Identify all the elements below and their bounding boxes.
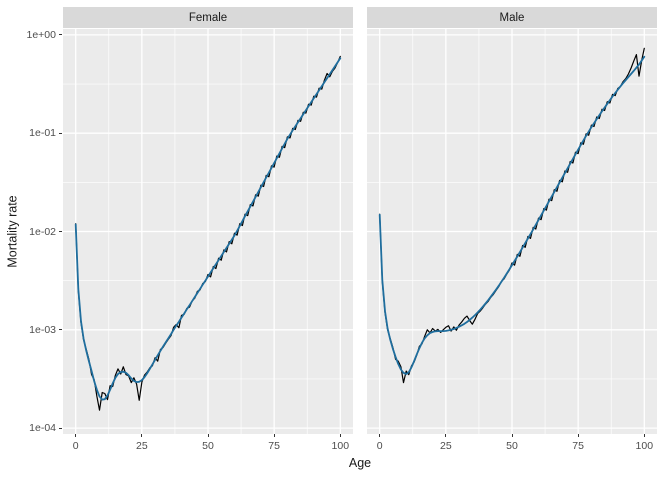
x-axis-title: Age — [348, 456, 372, 470]
y-tick-label: 1e+00 — [26, 28, 57, 41]
x-tick-mark — [379, 434, 381, 437]
x-tick-label: 75 — [572, 440, 584, 452]
y-tick-label: 1e-04 — [29, 422, 56, 435]
y-tick-mark — [59, 329, 62, 331]
x-tick-label: 25 — [136, 440, 148, 452]
facet-strip-male: Male — [367, 7, 657, 28]
x-tick-mark — [339, 434, 341, 437]
x-tick-label: 0 — [376, 440, 383, 452]
y-tick-label: 1e-02 — [29, 225, 56, 238]
x-tick-label: 100 — [331, 440, 350, 452]
panel-canvas-female — [63, 29, 353, 434]
x-tick-mark — [207, 434, 209, 437]
x-tick-mark — [643, 434, 645, 437]
facet-strip-female: Female — [63, 7, 353, 28]
x-tick-mark — [445, 434, 447, 437]
x-tick-label: 100 — [635, 440, 654, 452]
y-tick-mark — [59, 427, 62, 429]
y-tick-mark — [59, 231, 62, 232]
x-tick-label: 75 — [268, 440, 280, 452]
x-tick-mark — [577, 434, 579, 437]
plot-panel-male — [367, 29, 657, 434]
x-tick-mark — [511, 434, 513, 437]
x-tick-label: 0 — [72, 440, 79, 452]
plot-panel-female — [63, 29, 353, 434]
x-tick-mark — [75, 434, 77, 437]
y-tick-label: 1e-01 — [29, 127, 56, 140]
facet-strip-label: Male — [499, 11, 525, 24]
y-tick-label: 1e-03 — [29, 323, 56, 336]
y-tick-mark — [59, 132, 62, 134]
x-tick-label: 25 — [440, 440, 452, 452]
x-tick-label: 50 — [202, 440, 214, 452]
panel-canvas-male — [367, 29, 657, 434]
y-tick-mark — [59, 34, 62, 36]
x-tick-mark — [141, 434, 143, 437]
male-smooth-line — [378, 55, 646, 375]
facet-strip-label: Female — [188, 11, 228, 24]
x-tick-mark — [273, 434, 275, 437]
female-smooth-line — [74, 57, 342, 401]
x-tick-label: 50 — [506, 440, 518, 452]
